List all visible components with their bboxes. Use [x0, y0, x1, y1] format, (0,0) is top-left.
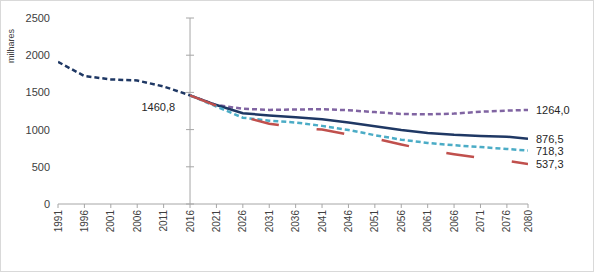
x-axis-line — [58, 204, 528, 205]
x-tick — [58, 204, 59, 208]
annotation: 537,3 — [536, 158, 564, 170]
series-line — [58, 62, 190, 95]
x-tick-label: 1996 — [79, 210, 90, 233]
x-tick — [322, 204, 323, 208]
y-tick — [186, 55, 194, 56]
y-tick-label: 2000 — [26, 49, 50, 61]
x-tick-label: 2006 — [132, 210, 143, 233]
x-tick-label: 2011 — [158, 210, 169, 232]
y-tick-label: 1000 — [26, 124, 50, 136]
x-tick — [480, 204, 481, 208]
y-tick — [186, 166, 194, 167]
y-tick — [186, 18, 194, 19]
x-tick-label: 2031 — [264, 210, 275, 233]
y-tick — [186, 129, 194, 130]
divider-line — [190, 18, 191, 204]
x-tick-label: 2061 — [422, 210, 433, 233]
y-tick-label: 1500 — [26, 86, 50, 98]
x-tick — [163, 204, 164, 208]
x-tick — [506, 204, 507, 208]
x-tick — [269, 204, 270, 208]
annotation: 1460,8 — [142, 101, 176, 113]
chart-frame — [1, 1, 594, 272]
series-group — [58, 62, 528, 164]
x-tick-label: 2021 — [211, 210, 222, 233]
series-line — [190, 95, 528, 138]
x-tick-label: 2071 — [475, 210, 486, 233]
x-tick-label: 1991 — [53, 210, 64, 233]
y-tick-label: 2500 — [26, 12, 50, 24]
x-tick-label: 2016 — [185, 210, 196, 233]
x-tick-label: 2080 — [523, 210, 534, 233]
x-tick — [216, 204, 217, 208]
x-tick — [374, 204, 375, 208]
x-tick-label: 2026 — [237, 210, 248, 233]
x-tick-label: 2046 — [343, 210, 354, 233]
x-tick-label: 2056 — [396, 210, 407, 233]
x-tick — [454, 204, 455, 208]
x-tick — [295, 204, 296, 208]
x-tick — [84, 204, 85, 208]
annotation: 718,3 — [536, 145, 564, 157]
series-line — [190, 95, 528, 150]
x-tick — [190, 204, 191, 208]
annotation: 1264,0 — [536, 104, 570, 116]
x-tick — [348, 204, 349, 208]
x-tick-label: 2001 — [105, 210, 116, 233]
x-tick — [110, 204, 111, 208]
y-axis-label: milhares — [6, 28, 16, 63]
x-tick-label: 2051 — [369, 210, 380, 233]
x-tick-label: 2076 — [501, 210, 512, 233]
x-tick-label: 2036 — [290, 210, 301, 233]
x-tick — [242, 204, 243, 208]
y-tick-label: 500 — [32, 161, 50, 173]
series-line — [190, 95, 528, 164]
x-tick — [401, 204, 402, 208]
x-tick — [427, 204, 428, 208]
chart-container: 0 500 1000 1500 2000 2500 milhares 1991 1996 2001… — [0, 0, 594, 272]
chart-svg: 0 500 1000 1500 2000 2500 milhares 1991 1996 2001… — [0, 0, 594, 272]
x-tick — [528, 204, 529, 208]
y-tick — [186, 92, 194, 93]
annotation: 876,5 — [536, 133, 564, 145]
x-tick-label: 2041 — [317, 210, 328, 233]
y-tick-label: 0 — [44, 198, 50, 210]
x-tick-label: 2066 — [449, 210, 460, 233]
x-tick — [137, 204, 138, 208]
